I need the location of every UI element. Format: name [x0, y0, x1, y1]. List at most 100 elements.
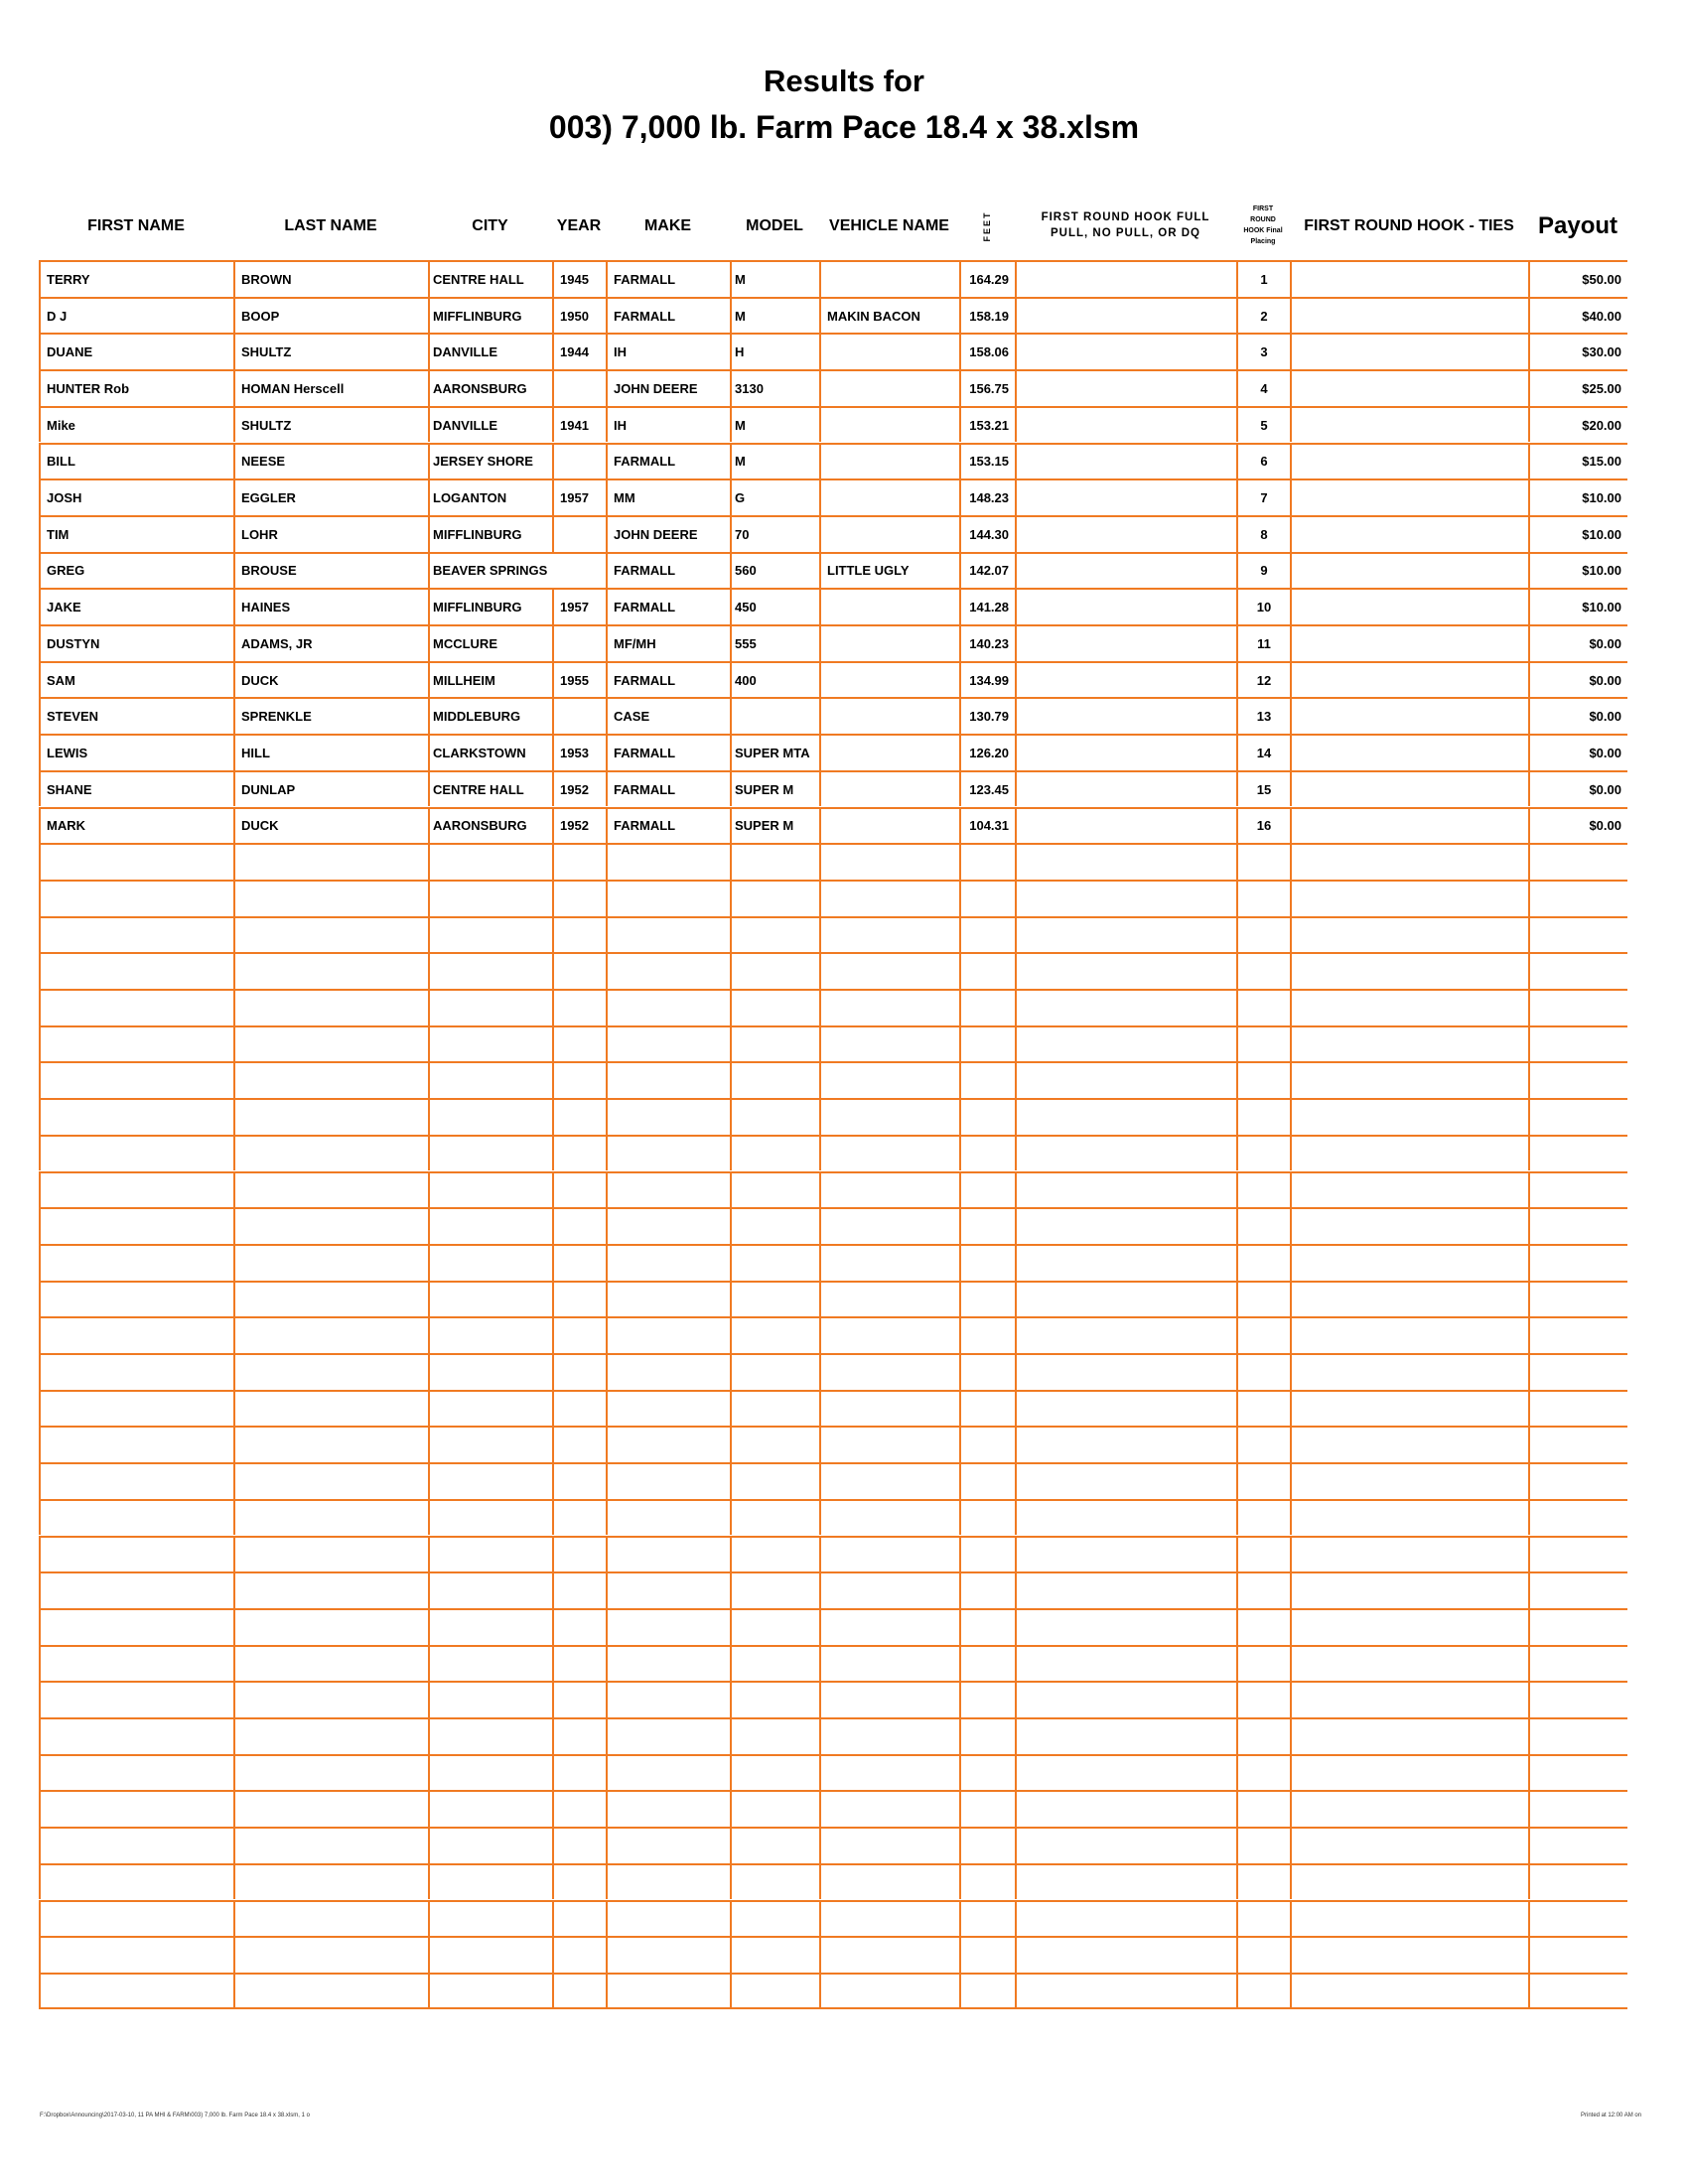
cell-first-name: [39, 917, 233, 953]
cell-first-name: [39, 1209, 233, 1244]
cell-vehicle-name: [819, 1901, 959, 1937]
cell-vehicle-name: LITTLE UGLY: [819, 553, 959, 589]
cell-year: [552, 1646, 606, 1682]
cell-payout: [1528, 991, 1627, 1025]
cell-hook-status: [1015, 991, 1236, 1025]
cell-last-name: [233, 1864, 428, 1900]
empty-row: [39, 1098, 1627, 1135]
cell-hook-status: [1015, 1428, 1236, 1463]
cell-make: [606, 917, 730, 953]
cell-feet: [959, 1938, 1015, 1973]
cell-last-name: SPRENKLE: [233, 699, 428, 735]
cell-first-name: JOSH: [39, 480, 233, 515]
cell-hook-status: [1015, 1864, 1236, 1900]
cell-make: MF/MH: [606, 626, 730, 661]
cell-last-name: [233, 1428, 428, 1463]
cell-vehicle-name: [819, 1026, 959, 1062]
cell-payout: $10.00: [1528, 553, 1627, 589]
cell-feet: [959, 1500, 1015, 1536]
cell-payout: [1528, 1136, 1627, 1171]
cell-vehicle-name: [819, 1282, 959, 1317]
cell-payout: $50.00: [1528, 262, 1627, 297]
cell-model: [730, 1719, 819, 1754]
cell-feet: [959, 1864, 1015, 1900]
cell-model: [730, 1938, 819, 1973]
cell-feet: 164.29: [959, 262, 1015, 297]
cell-feet: 144.30: [959, 516, 1015, 552]
cell-model: [730, 699, 819, 735]
cell-last-name: [233, 1464, 428, 1499]
cell-make: [606, 1282, 730, 1317]
cell-hook-status: [1015, 1026, 1236, 1062]
cell-placing: [1236, 1719, 1290, 1754]
cell-feet: [959, 1282, 1015, 1317]
cell-placing: [1236, 1792, 1290, 1828]
cell-city: [428, 1683, 552, 1717]
cell-model: [730, 1974, 819, 2007]
cell-payout: $0.00: [1528, 662, 1627, 698]
cell-vehicle-name: [819, 699, 959, 735]
cell-feet: [959, 1318, 1015, 1353]
cell-first-name: Mike: [39, 407, 233, 443]
cell-payout: $10.00: [1528, 590, 1627, 624]
cell-vehicle-name: [819, 1938, 959, 1973]
cell-year: [552, 1026, 606, 1062]
cell-model: [730, 1318, 819, 1353]
cell-first-name: [39, 1792, 233, 1828]
cell-placing: 16: [1236, 808, 1290, 844]
cell-vehicle-name: [819, 626, 959, 661]
cell-vehicle-name: [819, 736, 959, 770]
column-header-vehicle-name: VEHICLE NAME: [829, 216, 949, 234]
cell-hook-status: [1015, 1901, 1236, 1937]
cell-feet: 140.23: [959, 626, 1015, 661]
cell-hook-status: [1015, 262, 1236, 297]
cell-placing: [1236, 1172, 1290, 1208]
cell-payout: [1528, 1318, 1627, 1353]
cell-feet: [959, 1683, 1015, 1717]
cell-placing: [1236, 1464, 1290, 1499]
empty-row: [39, 1280, 1627, 1317]
empty-row: [39, 1571, 1627, 1608]
cell-feet: 142.07: [959, 553, 1015, 589]
cell-first-name: [39, 1500, 233, 1536]
cell-vehicle-name: [819, 1136, 959, 1171]
cell-model: [730, 954, 819, 989]
cell-placing: 8: [1236, 516, 1290, 552]
cell-first-name: [39, 1646, 233, 1682]
cell-city: [428, 845, 552, 880]
cell-last-name: [233, 1974, 428, 2007]
cell-city: [428, 1428, 552, 1463]
empty-row: [39, 1389, 1627, 1427]
cell-placing: 2: [1236, 298, 1290, 334]
column-header-year: YEAR: [556, 216, 602, 234]
table-row: SHANE DUNLAP CENTRE HALL 1952 FARMALL SUPER M…: [39, 769, 1627, 807]
cell-model: [730, 1537, 819, 1572]
empty-row: [39, 1353, 1627, 1390]
cell-model: [730, 1172, 819, 1208]
cell-payout: [1528, 845, 1627, 880]
cell-placing: [1236, 1428, 1290, 1463]
cell-ties: [1290, 954, 1528, 989]
cell-first-name: LEWIS: [39, 736, 233, 770]
cell-ties: [1290, 808, 1528, 844]
cell-last-name: [233, 1282, 428, 1317]
cell-placing: [1236, 1864, 1290, 1900]
cell-model: 400: [730, 662, 819, 698]
cell-vehicle-name: [819, 1100, 959, 1135]
cell-model: SUPER M: [730, 771, 819, 807]
cell-ties: [1290, 1864, 1528, 1900]
cell-make: [606, 1172, 730, 1208]
cell-city: CLARKSTOWN: [428, 736, 552, 770]
cell-placing: [1236, 954, 1290, 989]
cell-ties: [1290, 881, 1528, 916]
cell-vehicle-name: [819, 1573, 959, 1608]
cell-year: [552, 1100, 606, 1135]
cell-vehicle-name: [819, 1428, 959, 1463]
cell-last-name: [233, 1719, 428, 1754]
cell-feet: [959, 1537, 1015, 1572]
cell-ties: [1290, 516, 1528, 552]
cell-hook-status: [1015, 371, 1236, 406]
cell-placing: [1236, 1245, 1290, 1281]
cell-city: [428, 1464, 552, 1499]
cell-first-name: [39, 1063, 233, 1099]
